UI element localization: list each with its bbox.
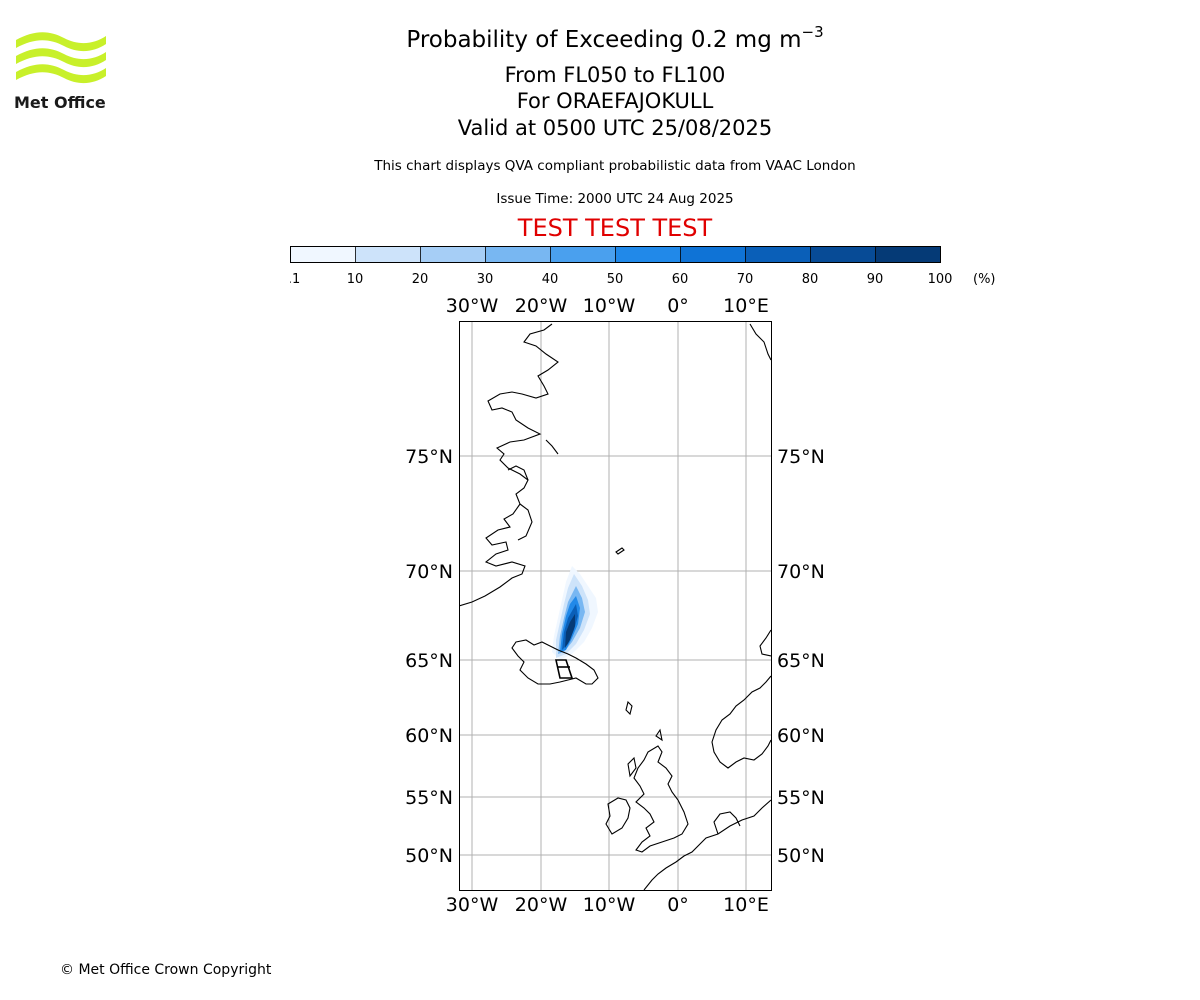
latitude-label: 60°N (777, 725, 825, 747)
longitude-label: 0° (667, 894, 689, 916)
latitude-label: 75°N (405, 446, 453, 468)
latitude-label: 50°N (777, 845, 825, 867)
colorbar-cell (680, 246, 746, 263)
greenland-fjord (517, 503, 533, 541)
colorbar-cell (615, 246, 681, 263)
latitude-label: 65°N (777, 650, 825, 672)
latitude-label: 50°N (405, 845, 453, 867)
latitude-label: 75°N (777, 446, 825, 468)
colorbar-unit: (%) (973, 272, 996, 287)
colorbar-tick-label: 0.1 (290, 272, 300, 287)
longitude-label: 10°E (723, 295, 769, 317)
latitude-label: 55°N (777, 787, 825, 809)
colorbar-cell (875, 246, 941, 263)
volcano-name: For ORAEFAJOKULL (516, 89, 714, 113)
longitude-label: 0° (667, 295, 689, 317)
map-frame (459, 321, 772, 891)
hebrides (627, 756, 637, 778)
met-office-logo: Met Office (14, 32, 106, 112)
shetland (655, 728, 663, 742)
chart-title: Probability of Exceeding 0.2 mg m−3 (406, 23, 824, 53)
norway-north (759, 629, 771, 657)
latitude-label: 70°N (777, 561, 825, 583)
colorbar-tick-label: 30 (477, 272, 494, 287)
greenland-coastline (459, 323, 559, 607)
svalbard-coast (749, 323, 771, 361)
logo-wave-icon (16, 48, 106, 68)
colorbar-tick-label: 100 (928, 272, 953, 287)
logo-wave-icon (16, 64, 106, 84)
latitude-label: 60°N (405, 725, 453, 747)
faroe-islands (625, 700, 633, 716)
copyright: © Met Office Crown Copyright (60, 962, 272, 978)
longitude-label: 10°W (583, 894, 636, 916)
colorbar-tick-label: 10 (347, 272, 364, 287)
map-panel: 30°W 30°W 20°W 20°W 10°W 10°W 0° 0° 10°E 10°E 75°N… (405, 295, 825, 916)
greenland-fjord (507, 465, 529, 481)
continental-europe (643, 799, 771, 890)
colorbar-tick-label: 50 (607, 272, 624, 287)
volcano-marker (555, 659, 574, 679)
norway-coast (711, 675, 771, 769)
greenland-inlet (545, 439, 559, 455)
colorbar-tick-label: 70 (737, 272, 754, 287)
flight-level-range: From FL050 to FL100 (504, 63, 726, 87)
longitude-label: 20°W (515, 295, 568, 317)
logo-wave-icon (16, 32, 106, 52)
colorbar-tick-label: 60 (672, 272, 689, 287)
latitude-label: 70°N (405, 561, 453, 583)
jan-mayen (615, 547, 625, 555)
longitude-label: 30°W (446, 894, 499, 916)
colorbar-cell (485, 246, 551, 263)
logo-text: Met Office (14, 93, 106, 112)
ireland (605, 797, 631, 835)
colorbar-cell (745, 246, 811, 263)
denmark (713, 811, 741, 835)
latitude-label: 65°N (405, 650, 453, 672)
colorbar-tick-label: 80 (802, 272, 819, 287)
issue-time: Issue Time: 2000 UTC 24 Aug 2025 (496, 191, 734, 207)
plume-probability-contour (565, 614, 575, 648)
great-britain (633, 745, 689, 853)
latitude-label: 55°N (405, 787, 453, 809)
colorbar-tick-label: 40 (542, 272, 559, 287)
longitude-label: 10°E (723, 894, 769, 916)
coastlines (459, 323, 771, 890)
longitude-label: 10°W (583, 295, 636, 317)
colorbar-legend: 0.1 10 20 30 40 50 60 70 80 90 100 (%) (290, 246, 996, 287)
colorbar-cell (355, 246, 421, 263)
colorbar-cell (550, 246, 616, 263)
subtitle: This chart displays QVA compliant probab… (374, 158, 856, 174)
iceland-coastline (511, 639, 599, 685)
colorbar-tick-label: 90 (867, 272, 884, 287)
ash-probability-plume (552, 566, 598, 660)
colorbar-cell (810, 246, 876, 263)
test-banner: TEST TEST TEST (517, 214, 713, 242)
longitude-label: 20°W (515, 894, 568, 916)
colorbar-tick-label: 20 (412, 272, 429, 287)
valid-time: Valid at 0500 UTC 25/08/2025 (457, 116, 773, 140)
colorbar-cell (420, 246, 486, 263)
colorbar-cell (290, 246, 356, 263)
longitude-label: 30°W (446, 295, 499, 317)
